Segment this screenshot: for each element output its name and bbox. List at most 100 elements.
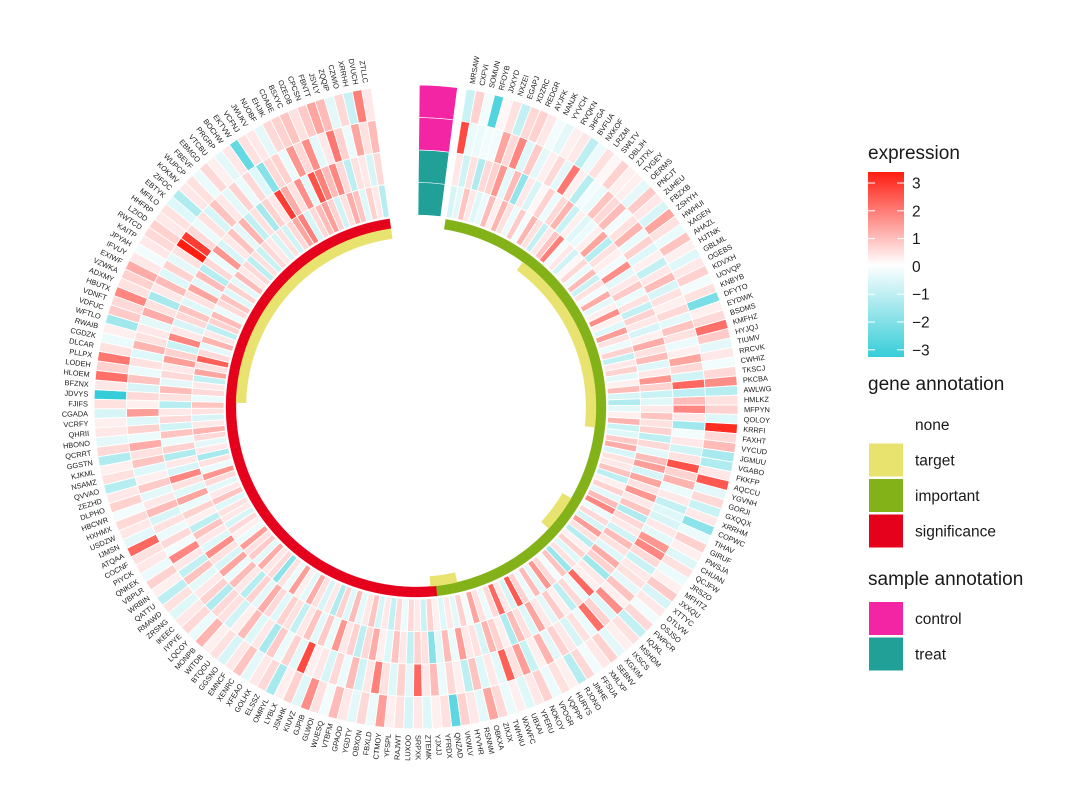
gene-annotation-cell-significance <box>225 402 237 409</box>
gene-label: FAXHT <box>742 435 767 446</box>
gene-annotation-cell-target <box>585 400 597 406</box>
gene-label: GGSTN <box>66 458 93 471</box>
colorbar-tick-label: 1 <box>912 231 921 248</box>
gene-legend-label: significance <box>915 524 996 541</box>
gene-label: CTMOY <box>371 732 383 760</box>
heatmap-cell <box>191 407 225 416</box>
sample-annotation-legend-title: sample annotation <box>868 569 1023 590</box>
heatmap-cell <box>93 398 128 410</box>
gene-annotation-cell-significance <box>226 390 237 398</box>
heatmap-cell <box>419 598 428 632</box>
colorbar-tick-label: 3 <box>912 176 921 193</box>
gene-annotation-cell-significance <box>225 407 237 414</box>
gene-annotation-cell-significance <box>225 413 237 420</box>
gene-annotation-cell-significance <box>430 585 438 597</box>
heatmap-cell <box>607 398 641 407</box>
gene-label: VCRFY <box>63 419 89 429</box>
sample-legend-key-treat <box>869 637 903 671</box>
gene-legend-label: target <box>915 453 955 470</box>
gene-annotation-cell-target <box>236 391 247 398</box>
sample-annotation-cell-treat <box>417 182 446 217</box>
gene-label: MFPYN <box>744 405 770 414</box>
heatmap-cell <box>158 407 193 417</box>
heatmap-cell <box>704 385 739 397</box>
sample-legend-label: control <box>915 611 962 628</box>
gene-annotation-cell-target <box>585 410 597 417</box>
gene-annotation-cell-significance <box>226 423 238 431</box>
heatmap-cell <box>421 695 433 730</box>
sample-annotation-cell-control <box>418 117 454 153</box>
gene-annotation-cell-important <box>595 410 607 418</box>
heatmap-cell <box>413 630 422 665</box>
sample-annotation-cell-control <box>418 84 458 121</box>
sample-annotation-legend-items: control treat <box>869 602 962 671</box>
sample-legend-label: treat <box>915 647 947 664</box>
gene-label: CGADA <box>62 409 89 419</box>
colorbar-tick-label: 2 <box>912 203 921 220</box>
gene-label: RRCVK <box>738 342 765 355</box>
gene-annotation-cell-important <box>595 416 606 423</box>
gene-annotation-cell-target <box>585 415 596 423</box>
sample-annotation-block <box>417 84 458 217</box>
gene-annotation-cell-target <box>585 394 597 401</box>
colorbar <box>868 172 904 357</box>
gene-label: QCRRT <box>65 448 93 461</box>
gene-label: JDVYS <box>64 389 88 399</box>
heatmap-cell <box>672 404 706 415</box>
gene-legend-key-important <box>869 479 903 512</box>
heatmap-cell <box>671 387 706 399</box>
gene-annotation-legend-title: gene annotation <box>868 374 1004 395</box>
gene-annotation-cell-significance <box>402 586 410 598</box>
gene-annotation-cell-target <box>585 405 597 412</box>
gene-annotation-cell-significance <box>425 586 432 597</box>
colorbar-tick-label: −1 <box>912 287 930 304</box>
gene-annotation-cell-target <box>385 228 393 240</box>
heatmap-cell <box>704 394 739 406</box>
heatmap-cell <box>412 695 424 730</box>
heatmap-cell <box>639 397 674 406</box>
heatmap-cell <box>93 416 128 429</box>
gene-label: LODEH <box>65 357 91 369</box>
gene-annotation-cell-important <box>595 394 607 401</box>
gene-annotation-cell-significance <box>408 586 415 598</box>
gene-label: YJXJJ <box>433 734 443 756</box>
gene-label: QHRII <box>68 429 89 440</box>
gene-label: JGMUU <box>739 454 766 467</box>
legend: expression 3 2 1 0 −1 −2 −3 gene annotation no… <box>868 143 1023 671</box>
colorbar-title: expression <box>868 143 960 164</box>
heatmap-cell <box>126 407 160 418</box>
heatmap-cell <box>413 663 423 697</box>
gene-label: ZTLLC <box>358 60 370 84</box>
gene-label: CWHIZ <box>740 353 766 365</box>
gene-annotation-cell-target <box>585 389 596 396</box>
gene-label: HMLKZ <box>744 395 770 405</box>
gene-annotation-cell-significance <box>419 586 426 598</box>
gene-label: FBXLD <box>361 731 373 756</box>
sample-annotation-cell-treat <box>418 149 450 185</box>
heatmap-cell <box>639 404 674 414</box>
gene-annotation-cell-significance <box>225 396 237 403</box>
gene-label: KRRFI <box>743 425 766 435</box>
heatmap-cell <box>93 408 128 419</box>
gene-annotation-cell-significance <box>414 586 421 598</box>
gene-label: AWLWG <box>743 384 772 394</box>
heatmap-cell <box>704 404 739 415</box>
gene-annotation-cell-important <box>595 405 607 412</box>
heatmap-cell <box>126 399 160 410</box>
gene-label: YFSPL <box>382 733 393 757</box>
colorbar-ticks: 3 2 1 0 −1 −2 −3 <box>868 176 930 359</box>
gene-labels: MRSAWCXFVISOMUNRFOYBJXXYDNXZEIEGAPJXDZRC… <box>62 55 772 760</box>
gene-annotation-cell-target <box>541 517 553 529</box>
gene-annotation-cell-target <box>235 397 247 404</box>
gene-label: VKWLV <box>462 730 475 756</box>
gene-annotation-cell-target <box>429 575 437 587</box>
gene-label: QOLOY <box>744 415 771 425</box>
heatmap-cells <box>93 87 739 730</box>
heatmap-cell <box>672 395 706 406</box>
gene-label: LUXOO <box>403 735 413 761</box>
gene-label: BFZNX <box>64 378 89 389</box>
gene-label: FJIFS <box>68 399 88 408</box>
gene-annotation-cell-target <box>584 420 596 428</box>
gene-annotation-legend-items: none target important significance <box>869 408 996 548</box>
